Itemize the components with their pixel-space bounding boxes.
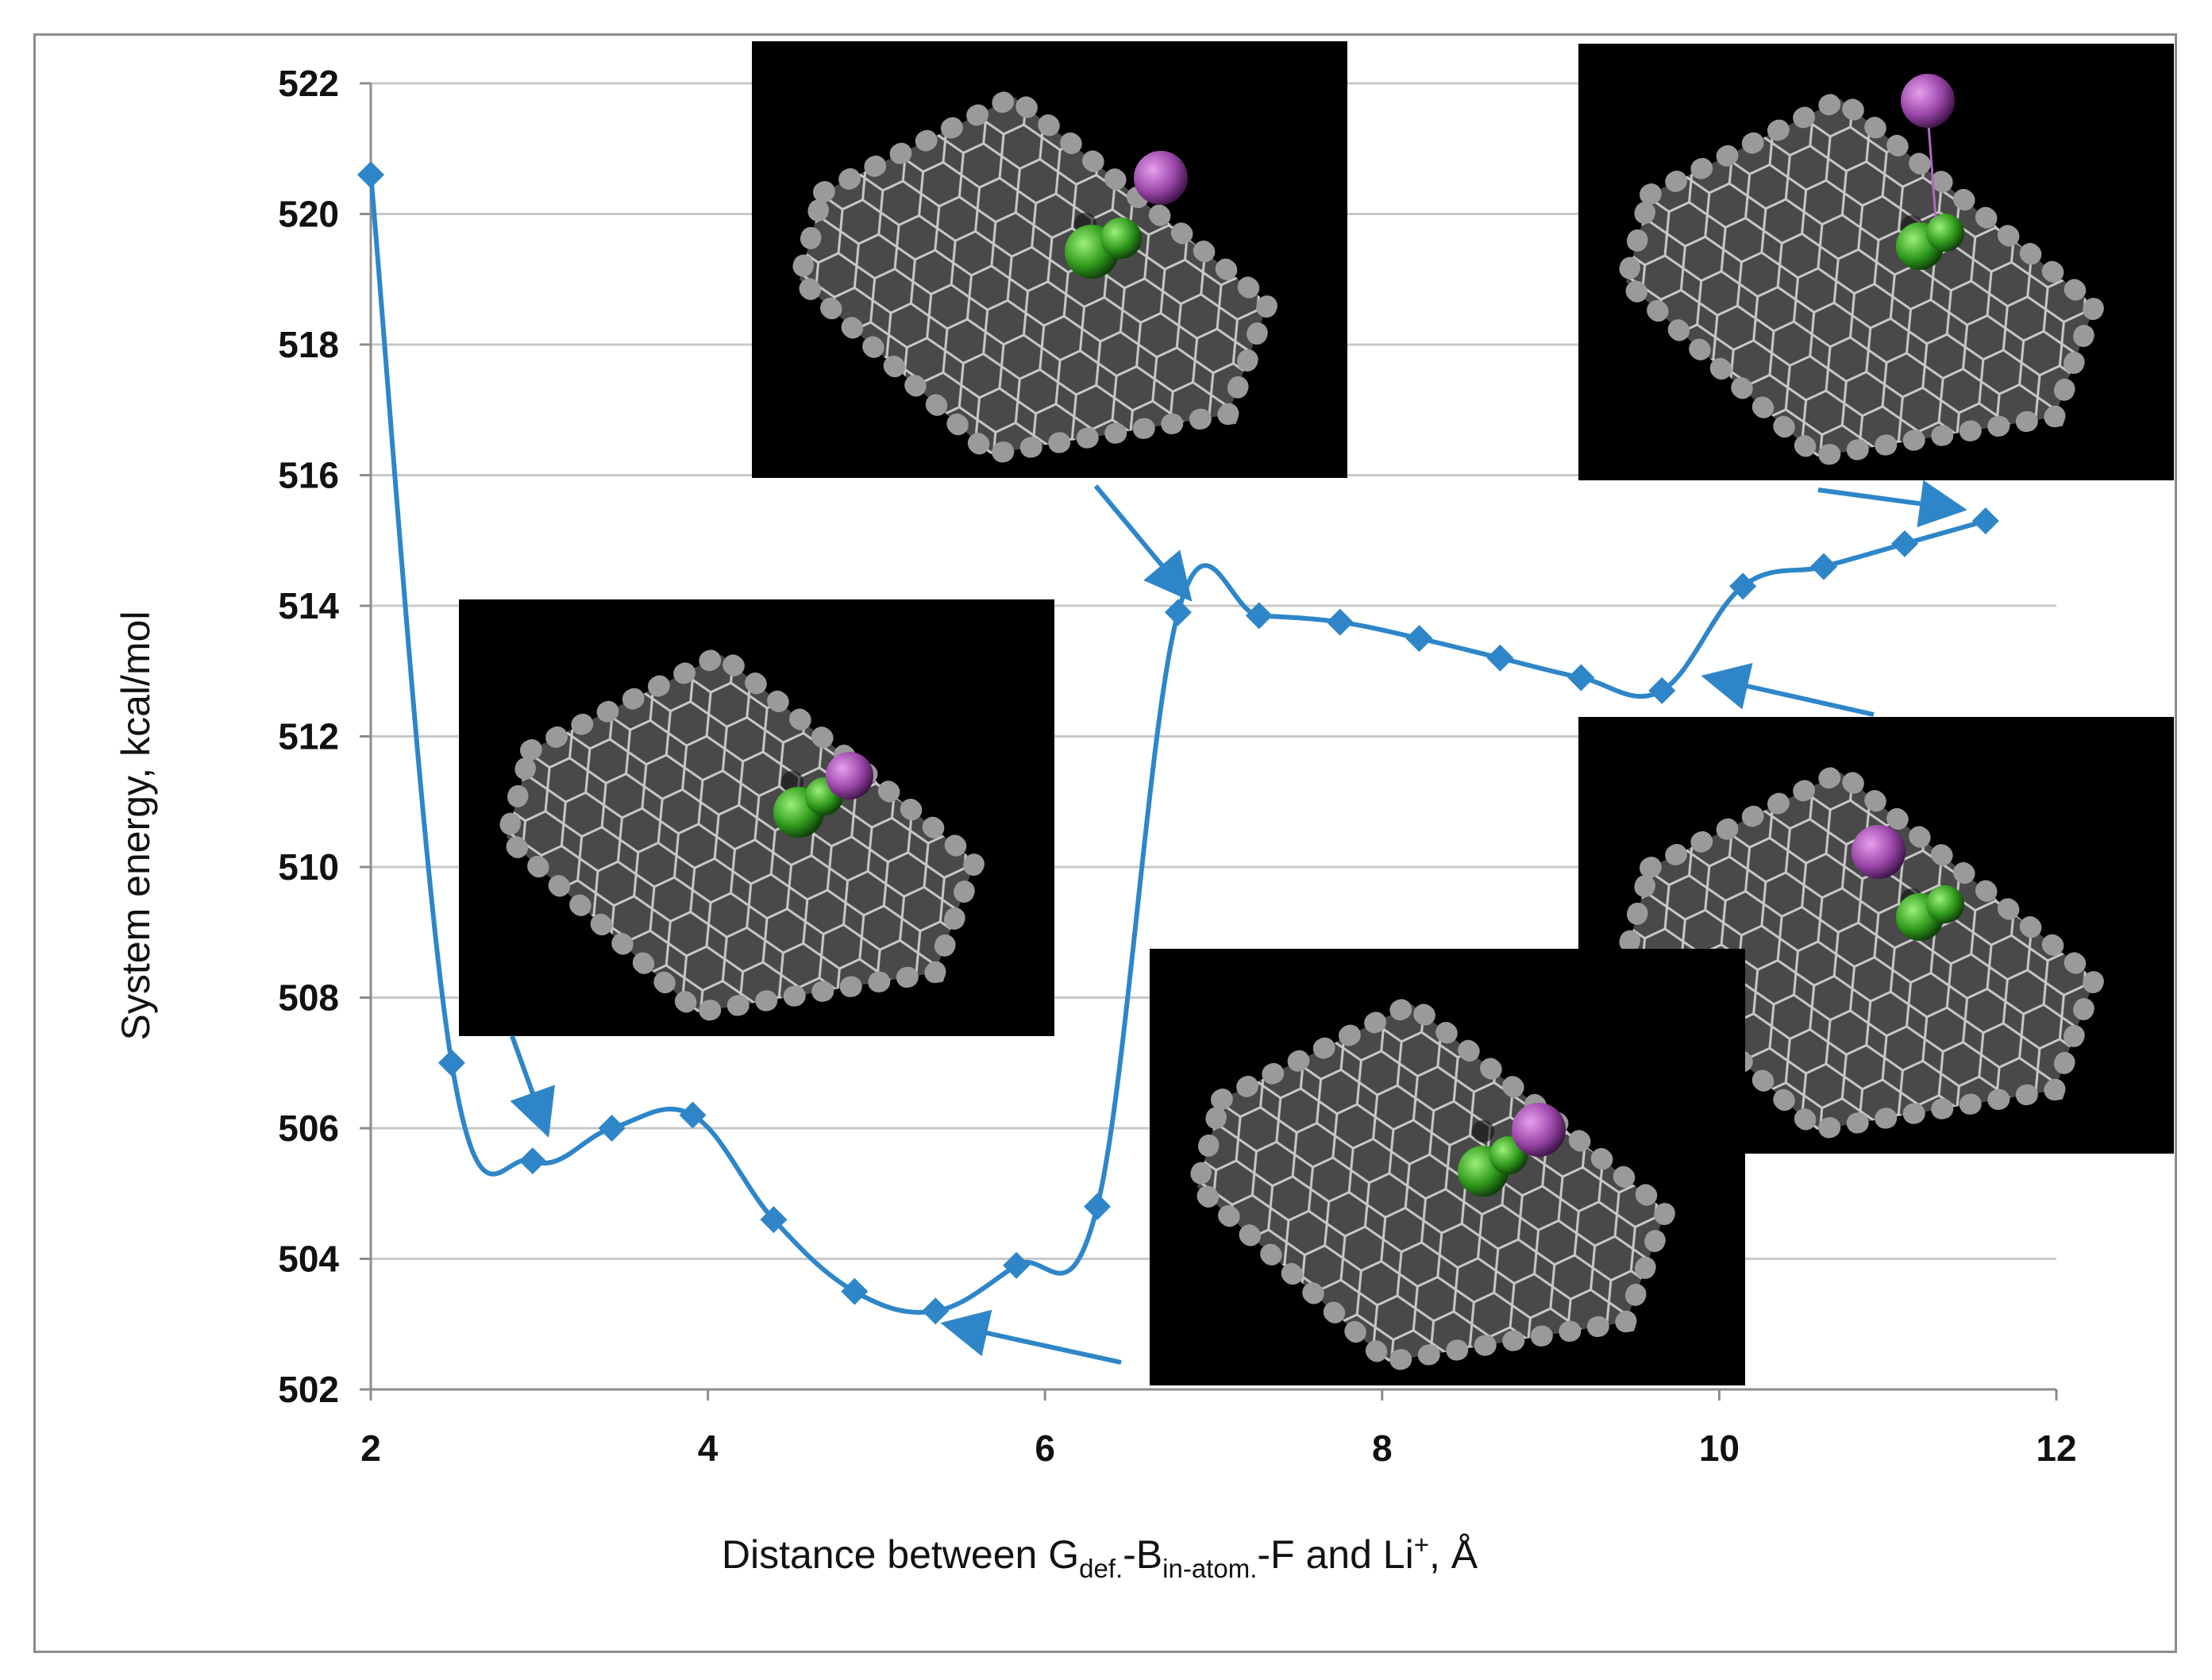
y-tick-label: 516: [278, 455, 339, 496]
molecule-image-3: [459, 599, 1054, 1036]
data-point-18: [1810, 553, 1838, 580]
data-point-11: [1245, 602, 1273, 630]
y-tick-label: 504: [278, 1239, 339, 1280]
data-point-13: [1405, 625, 1433, 653]
x-tick-label: 8: [1372, 1428, 1393, 1469]
y-tick-label: 522: [278, 63, 339, 104]
y-tick-label: 508: [278, 977, 339, 1019]
y-tick-label: 512: [278, 716, 339, 757]
arrow-2: [1817, 480, 1967, 528]
data-point-5: [760, 1206, 788, 1234]
data-point-7: [922, 1297, 950, 1325]
y-tick-label: 520: [278, 194, 339, 235]
x-tick-label: 12: [2036, 1428, 2076, 1469]
x-axis-title: Distance between Gdef.-Bin-atom.-F and L…: [722, 1530, 1478, 1583]
x-tick-label: 6: [1035, 1428, 1055, 1469]
data-point-19: [1890, 530, 1918, 557]
arrow-4: [940, 1309, 1122, 1365]
y-tick-label: 514: [278, 585, 339, 626]
arrow-3: [510, 1035, 555, 1138]
molecule-image-1: [752, 41, 1347, 478]
data-point-0: [357, 161, 384, 189]
x-tick-labels: 2 4 6 8 10 12: [360, 1389, 2077, 1469]
y-tick-label: 518: [278, 324, 339, 365]
data-point-17: [1729, 572, 1757, 600]
molecule-image-4: [1578, 717, 2174, 1154]
data-point-1: [437, 1049, 465, 1077]
data-point-2: [518, 1147, 546, 1175]
y-tick-labels: 502 504 506 508 510 512 514 516 518 520 522: [278, 63, 371, 1410]
data-point-4: [679, 1101, 707, 1129]
y-tick-label: 506: [278, 1108, 339, 1149]
data-point-14: [1486, 644, 1514, 672]
data-point-12: [1326, 608, 1354, 636]
x-tick-label: 10: [1699, 1428, 1740, 1469]
data-point-3: [598, 1115, 626, 1142]
data-point-8: [1003, 1251, 1031, 1279]
y-tick-label: 502: [278, 1369, 339, 1410]
arrow-5: [1701, 662, 1875, 717]
arrow-1: [1093, 484, 1193, 602]
data-point-9: [1084, 1193, 1112, 1220]
y-tick-label: 510: [278, 846, 339, 888]
data-point-16: [1648, 676, 1676, 704]
data-point-6: [841, 1277, 869, 1305]
data-point-15: [1567, 664, 1595, 692]
data-point-20: [1971, 507, 1999, 535]
molecule-image-5: [1150, 949, 1745, 1385]
x-tick-label: 4: [698, 1428, 719, 1469]
series-markers: [357, 161, 1999, 1325]
data-point-10: [1164, 599, 1192, 626]
y-axis-title: System energy, kcal/mol: [114, 611, 158, 1041]
molecule-image-2: [1578, 44, 2174, 480]
x-tick-label: 2: [360, 1428, 381, 1469]
